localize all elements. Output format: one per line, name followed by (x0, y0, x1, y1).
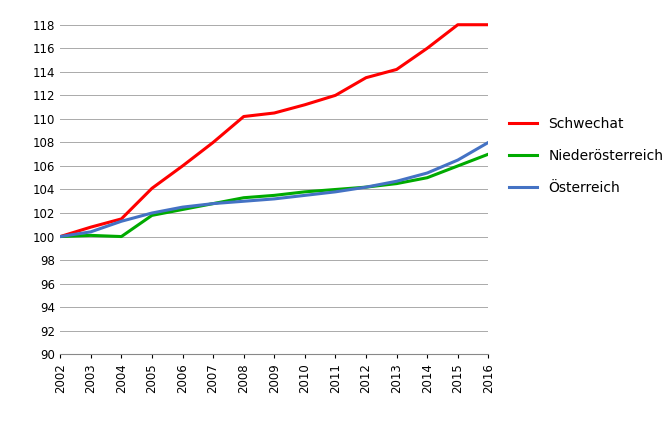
Niederösterreich (179, 207, 187, 212)
Österreich (301, 193, 309, 198)
Niederösterreich (454, 163, 462, 168)
Österreich (454, 158, 462, 163)
Schwechat (240, 114, 248, 119)
Niederösterreich (148, 213, 156, 218)
Österreich (117, 219, 125, 224)
Niederösterreich (393, 181, 401, 186)
Österreich (240, 199, 248, 204)
Österreich (209, 201, 217, 206)
Schwechat (362, 75, 370, 80)
Niederösterreich (362, 184, 370, 190)
Österreich (423, 170, 432, 175)
Österreich (148, 210, 156, 216)
Line: Österreich: Österreich (60, 143, 488, 237)
Niederösterreich (484, 152, 492, 157)
Schwechat (393, 67, 401, 72)
Schwechat (179, 163, 187, 168)
Schwechat (117, 216, 125, 222)
Schwechat (56, 234, 64, 239)
Niederösterreich (240, 195, 248, 200)
Schwechat (87, 225, 95, 230)
Line: Schwechat: Schwechat (60, 25, 488, 237)
Schwechat (331, 93, 339, 98)
Schwechat (270, 111, 278, 116)
Schwechat (209, 140, 217, 145)
Österreich (362, 184, 370, 190)
Österreich (87, 229, 95, 235)
Schwechat (301, 102, 309, 107)
Österreich (393, 179, 401, 184)
Österreich (56, 234, 64, 239)
Niederösterreich (209, 201, 217, 206)
Niederösterreich (117, 234, 125, 239)
Schwechat (148, 186, 156, 191)
Niederösterreich (331, 187, 339, 192)
Österreich (179, 204, 187, 210)
Österreich (270, 196, 278, 201)
Österreich (484, 140, 492, 145)
Niederösterreich (270, 193, 278, 198)
Legend: Schwechat, Niederösterreich, Österreich: Schwechat, Niederösterreich, Österreich (504, 112, 669, 201)
Line: Niederösterreich: Niederösterreich (60, 154, 488, 237)
Niederösterreich (423, 175, 432, 180)
Schwechat (484, 22, 492, 27)
Niederösterreich (87, 233, 95, 238)
Schwechat (423, 46, 432, 51)
Niederösterreich (56, 234, 64, 239)
Österreich (331, 189, 339, 194)
Niederösterreich (301, 189, 309, 194)
Schwechat (454, 22, 462, 27)
